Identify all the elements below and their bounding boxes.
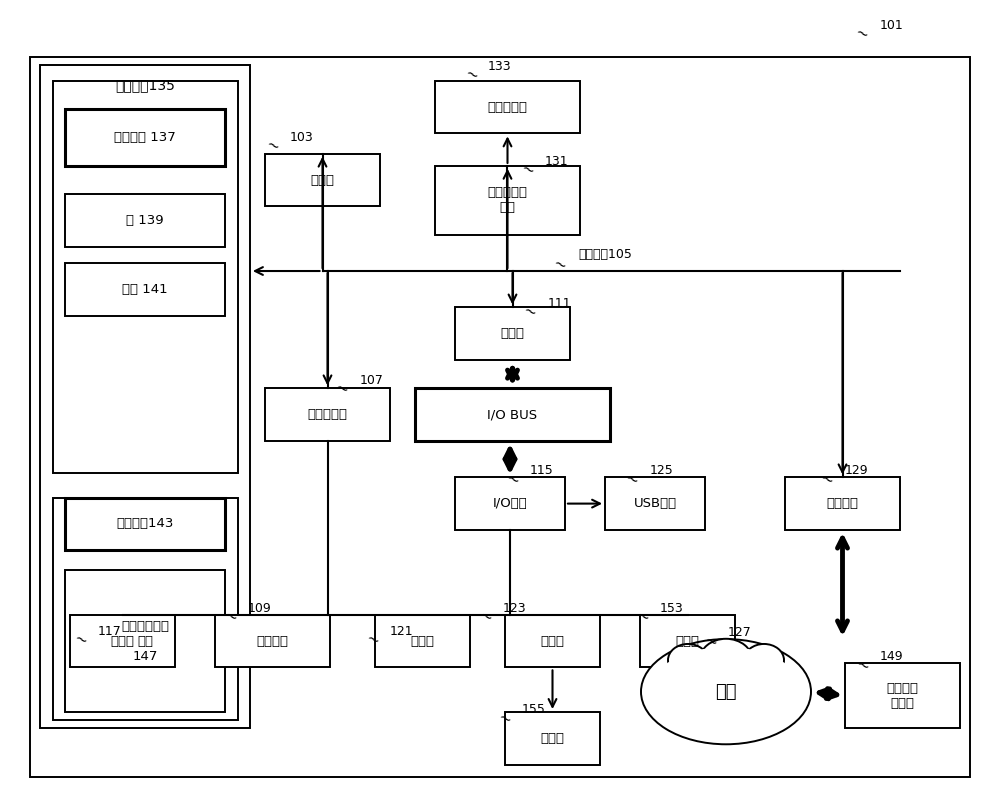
Bar [65,194,225,247]
Ellipse shape [650,647,802,736]
Text: 117: 117 [98,625,122,637]
Circle shape [668,644,708,676]
Bar [505,615,600,667]
Bar [65,109,225,166]
Bar [65,263,225,316]
Text: 131: 131 [545,155,569,168]
Text: 壳 139: 壳 139 [126,214,164,227]
Text: 硬盘驱动器
接口: 硬盘驱动器 接口 [487,186,528,214]
Bar [455,307,570,360]
Bar [53,81,238,473]
Text: 应用程序143: 应用程序143 [116,517,174,531]
Text: ~: ~ [264,136,282,155]
Text: 127: 127 [728,626,752,639]
Text: 输入设备: 输入设备 [256,634,288,648]
Text: ~: ~ [623,470,641,489]
Bar [215,615,330,667]
Text: 153: 153 [660,602,684,615]
Bar [505,712,600,765]
Text: ~: ~ [702,632,720,651]
Text: 软件部署
服务器: 软件部署 服务器 [887,682,918,709]
Bar [785,477,900,530]
Text: ~: ~ [504,470,522,489]
Text: 111: 111 [548,297,572,310]
Bar [40,65,250,728]
Bar [53,498,238,720]
Bar [435,166,580,235]
Text: 121: 121 [390,625,414,637]
Text: ~: ~ [333,379,351,399]
Circle shape [700,639,752,681]
Text: 网络: 网络 [715,683,737,701]
Text: 101: 101 [880,19,904,32]
Bar [70,615,175,667]
Text: 133: 133 [488,60,512,73]
Text: 显示器: 显示器 [110,634,134,648]
Text: 107: 107 [360,374,384,387]
Text: 媒体盘: 媒体盘 [411,634,434,648]
Text: ~: ~ [72,630,90,650]
Text: 显示适配器: 显示适配器 [308,408,348,421]
Text: 总线桥: 总线桥 [501,327,525,341]
Text: 123: 123 [503,602,527,615]
Text: ~: ~ [463,65,481,84]
Text: 系统内存135: 系统内存135 [115,78,175,92]
Text: 摄像头: 摄像头 [540,731,564,745]
Text: 系统总线105: 系统总线105 [578,248,632,261]
Text: 155: 155 [522,703,546,716]
Text: ~: ~ [521,303,539,322]
Bar [65,570,225,712]
Text: 网络接口: 网络接口 [826,497,858,510]
Text: ~: ~ [496,709,514,728]
Text: 操作系统 137: 操作系统 137 [114,131,176,144]
Circle shape [744,644,784,676]
Bar [415,388,610,441]
Bar [30,57,970,777]
Text: ~: ~ [551,256,569,275]
Text: ~: ~ [364,630,382,650]
Bar [455,477,565,530]
Text: 自动驾驶相关
程序
147: 自动驾驶相关 程序 147 [121,620,169,663]
Text: I/O接口: I/O接口 [493,497,527,510]
Text: ~: ~ [519,160,537,180]
Text: 处理器: 处理器 [310,173,334,187]
Bar [65,498,225,550]
Text: 149: 149 [880,650,904,663]
Bar [375,615,470,667]
Text: 129: 129 [845,464,869,477]
Text: 103: 103 [290,131,314,144]
Bar [265,154,380,206]
Text: ~: ~ [477,608,495,627]
Text: ~: ~ [222,608,240,627]
Text: 传感器: 传感器 [676,634,700,648]
Text: 收发器: 收发器 [540,634,564,648]
Text: ~: ~ [634,608,652,627]
Text: 115: 115 [530,464,554,477]
Bar [435,81,580,133]
Bar [845,663,960,728]
Text: 109: 109 [248,602,272,615]
Ellipse shape [641,639,811,744]
Text: 内核 141: 内核 141 [122,282,168,296]
Text: I/O BUS: I/O BUS [487,408,538,421]
Text: USB端口: USB端口 [633,497,677,510]
Text: 125: 125 [650,464,674,477]
Text: 硬盘驱动器: 硬盘驱动器 [487,100,528,114]
Bar [640,615,735,667]
Text: ~: ~ [818,470,836,489]
Text: ~: ~ [854,656,872,676]
Text: ~: ~ [853,24,871,44]
Bar [605,477,705,530]
Bar [265,388,390,441]
